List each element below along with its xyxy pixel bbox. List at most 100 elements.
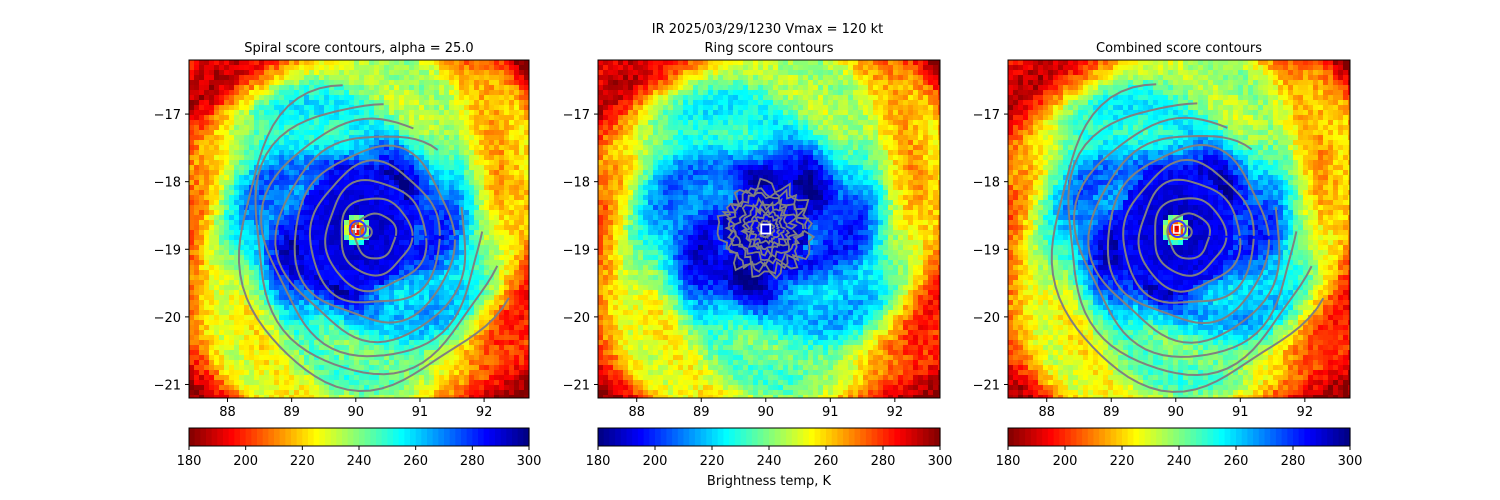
colorbar-tick-label: 220 bbox=[290, 454, 315, 469]
colorbar-swatch bbox=[228, 428, 235, 446]
colorbar-swatch bbox=[677, 428, 685, 446]
panel-title: Ring score contours bbox=[704, 41, 833, 56]
colorbar-swatch bbox=[421, 428, 428, 446]
colorbar-swatch bbox=[615, 428, 622, 446]
colorbar-tick-label: 240 bbox=[1167, 454, 1192, 469]
colorbar-swatch bbox=[336, 428, 343, 446]
colorbar-swatch bbox=[803, 428, 810, 446]
colorbar-swatch bbox=[466, 428, 473, 446]
colorbar-swatch bbox=[1110, 428, 1117, 446]
colorbar-tick-label: 280 bbox=[1281, 454, 1306, 469]
y-tick-label: −21 bbox=[154, 378, 181, 393]
colorbar-swatch bbox=[495, 428, 502, 446]
colorbar-swatch bbox=[319, 428, 326, 446]
colorbar-swatch bbox=[1304, 428, 1311, 446]
colorbar-swatch bbox=[370, 428, 377, 446]
colorbar-swatch bbox=[655, 428, 662, 446]
colorbar-swatch bbox=[1116, 428, 1123, 446]
panel-title: Combined score contours bbox=[1096, 41, 1262, 56]
contour-line bbox=[1166, 212, 1211, 260]
colorbar-swatch bbox=[217, 428, 224, 446]
colorbar-swatch bbox=[1207, 428, 1214, 446]
colorbar-swatch bbox=[1253, 428, 1260, 446]
y-tick-label: −21 bbox=[563, 378, 590, 393]
colorbar-swatch bbox=[1173, 428, 1180, 446]
contour-line bbox=[742, 206, 787, 251]
x-tick-label: 90 bbox=[758, 405, 775, 420]
colorbar-swatch bbox=[1122, 428, 1129, 446]
y-tick-label: −18 bbox=[154, 176, 181, 191]
colorbar-swatch bbox=[894, 428, 901, 446]
colorbar-swatch bbox=[291, 428, 298, 446]
center-marker bbox=[1173, 224, 1181, 234]
colorbar-swatch bbox=[461, 428, 468, 446]
y-tick-label: −17 bbox=[154, 108, 181, 123]
colorbar-swatch bbox=[877, 428, 884, 446]
colorbar-swatch bbox=[694, 428, 702, 446]
x-tick-label: 92 bbox=[887, 405, 904, 420]
colorbar-swatch bbox=[506, 428, 513, 446]
colorbar-swatch bbox=[1019, 428, 1026, 446]
colorbar-swatch bbox=[393, 428, 400, 446]
colorbar-swatch bbox=[1133, 428, 1140, 446]
y-tick-label: −18 bbox=[563, 176, 590, 191]
colorbar-swatch bbox=[364, 428, 371, 446]
colorbar-swatch bbox=[883, 428, 890, 446]
colorbar-swatch bbox=[831, 428, 838, 446]
colorbar-tick-label: 280 bbox=[871, 454, 896, 469]
colorbar-swatch bbox=[1213, 428, 1220, 446]
colorbar-swatch bbox=[415, 428, 422, 446]
colorbar-swatch bbox=[359, 428, 366, 446]
colorbar-swatch bbox=[717, 428, 724, 446]
colorbar-swatch bbox=[472, 428, 479, 446]
colorbar-swatch bbox=[330, 428, 337, 446]
colorbar-swatch bbox=[1144, 428, 1152, 446]
colorbar-swatch bbox=[438, 428, 445, 446]
colorbar-swatch bbox=[1224, 428, 1231, 446]
colorbar-swatch bbox=[234, 428, 241, 446]
colorbar-swatch bbox=[620, 428, 628, 446]
colorbar-tick-label: 220 bbox=[1110, 454, 1135, 469]
brightness-field bbox=[598, 60, 940, 398]
contour-line bbox=[1137, 178, 1242, 293]
colorbar-swatch bbox=[285, 428, 292, 446]
colorbar-swatch bbox=[200, 428, 207, 446]
colorbar-swatch bbox=[1036, 428, 1043, 446]
y-tick-label: −19 bbox=[973, 243, 1000, 258]
colorbar-swatch bbox=[478, 428, 485, 446]
colorbar-swatch bbox=[808, 428, 816, 446]
colorbar-swatch bbox=[1150, 428, 1157, 446]
colorbar-swatch bbox=[1258, 428, 1266, 446]
colorbar: 180 200 220 240 260 280 300 bbox=[996, 427, 1362, 469]
colorbar-swatch bbox=[848, 428, 856, 446]
colorbar-swatch bbox=[1127, 428, 1134, 446]
contour-line bbox=[755, 219, 776, 240]
contour-line bbox=[1067, 102, 1313, 377]
colorbar-swatch bbox=[1310, 428, 1317, 446]
x-tick-label: 89 bbox=[1103, 405, 1120, 420]
colorbar-swatch bbox=[734, 428, 742, 446]
colorbar-swatch bbox=[911, 428, 918, 446]
contour-line bbox=[721, 187, 810, 275]
colorbar-swatch bbox=[1293, 428, 1300, 446]
eye-ring bbox=[348, 220, 367, 238]
y-tick-label: −21 bbox=[973, 378, 1000, 393]
colorbar-swatch bbox=[609, 428, 616, 446]
contour-line bbox=[293, 144, 456, 324]
colorbar-swatch bbox=[871, 428, 878, 446]
colorbar-swatch bbox=[1315, 428, 1323, 446]
colorbar-swatch bbox=[1167, 428, 1174, 446]
brightness-field bbox=[1008, 60, 1350, 398]
colorbar-swatch bbox=[517, 428, 524, 446]
colorbar-swatch bbox=[1241, 428, 1248, 446]
axes-frame bbox=[597, 59, 941, 399]
colorbar-swatch bbox=[729, 428, 736, 446]
y-tick-label: −17 bbox=[563, 108, 590, 123]
colorbar-swatch bbox=[786, 428, 793, 446]
colorbar-swatch bbox=[820, 428, 827, 446]
colorbar-swatch bbox=[757, 428, 764, 446]
contour-line bbox=[237, 84, 510, 393]
colorbar-swatch bbox=[1179, 428, 1186, 446]
colorbar-swatch bbox=[837, 428, 844, 446]
colorbar-swatch bbox=[240, 428, 247, 446]
